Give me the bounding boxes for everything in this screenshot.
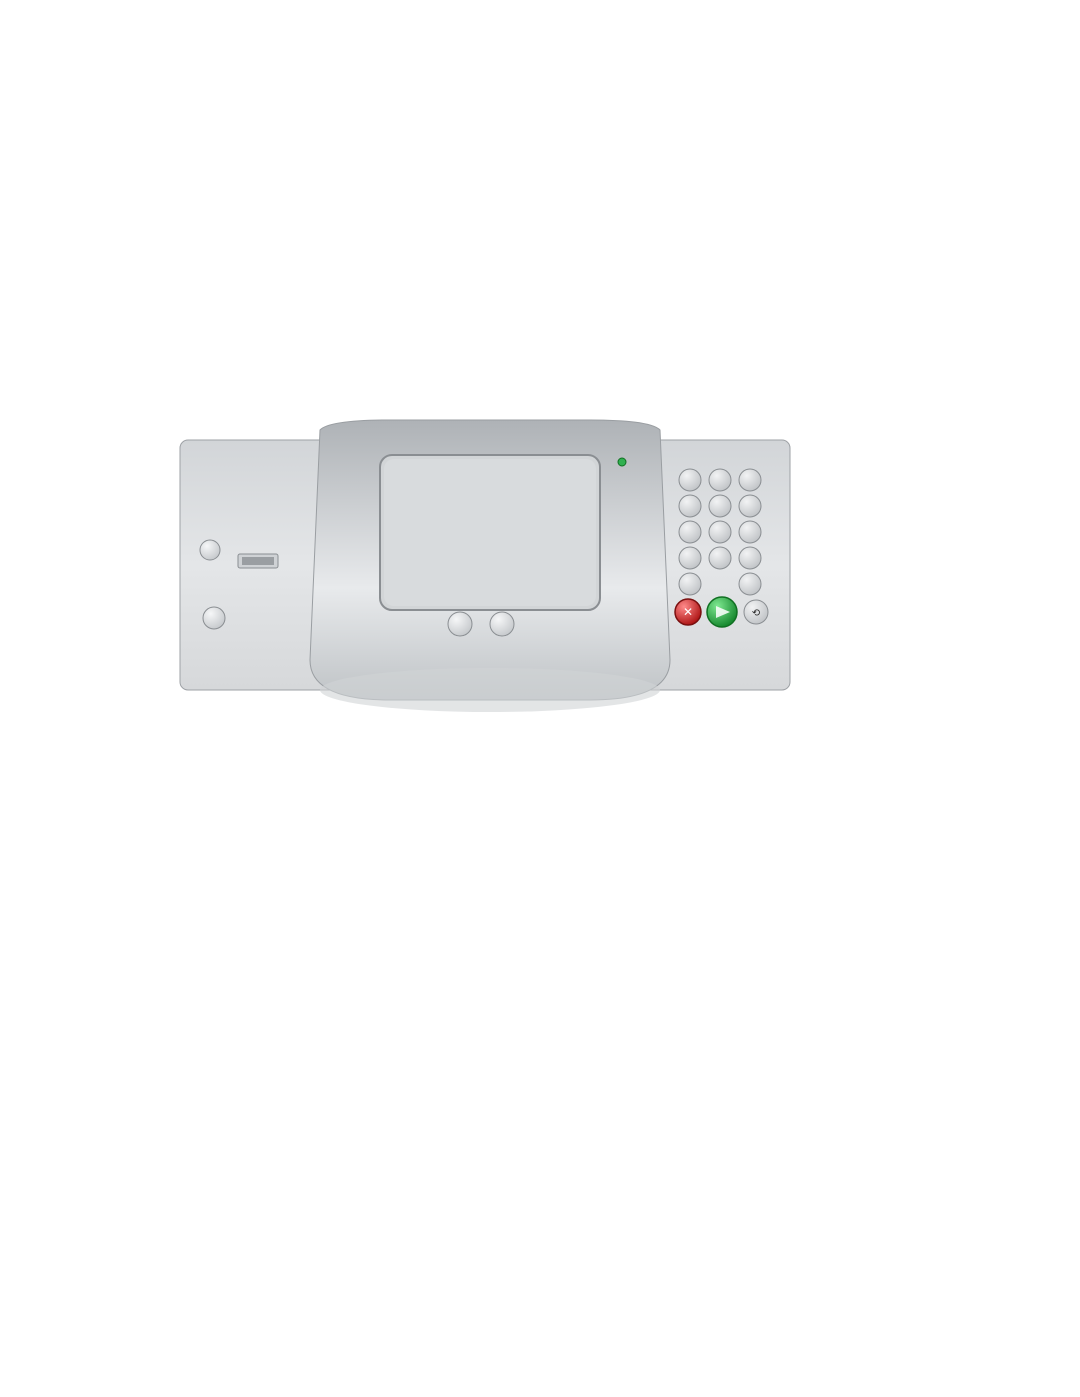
stop-icon: ✕: [683, 605, 693, 619]
keypad-key-hash[interactable]: [739, 547, 761, 569]
control-panel-diagram: ✕ ⟲: [130, 380, 950, 800]
contrast-dial[interactable]: [200, 540, 220, 560]
keypad-key-9[interactable]: [739, 521, 761, 543]
lock-button[interactable]: [203, 607, 225, 629]
keypad-key-7[interactable]: [679, 521, 701, 543]
stop-button[interactable]: ✕: [675, 599, 701, 625]
keypad-key-6[interactable]: [739, 495, 761, 517]
keypad-key-0[interactable]: [709, 547, 731, 569]
keypad-key-8[interactable]: [709, 521, 731, 543]
clear-icon: ⟲: [752, 608, 761, 619]
start-button[interactable]: [707, 597, 737, 627]
clear-button[interactable]: ⟲: [744, 600, 768, 624]
home-button[interactable]: [490, 612, 514, 636]
keypad-key-4[interactable]: [679, 495, 701, 517]
keypad-key-1[interactable]: [679, 469, 701, 491]
keypad-key-star[interactable]: [679, 547, 701, 569]
pause-button[interactable]: [739, 573, 761, 595]
keypad-key-3[interactable]: [739, 469, 761, 491]
help-button[interactable]: [448, 612, 472, 636]
keypad-key-2[interactable]: [709, 469, 731, 491]
indicator-led: [618, 458, 626, 466]
keypad-key-5[interactable]: [709, 495, 731, 517]
back-button[interactable]: [679, 573, 701, 595]
